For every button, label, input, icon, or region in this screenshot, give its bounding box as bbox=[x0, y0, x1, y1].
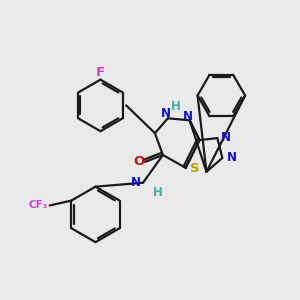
Text: F: F bbox=[96, 66, 105, 79]
Text: N: N bbox=[131, 176, 141, 189]
Text: N: N bbox=[221, 130, 231, 144]
Text: O: O bbox=[134, 155, 145, 168]
Text: N: N bbox=[227, 152, 237, 164]
Text: S: S bbox=[190, 162, 199, 175]
Text: H: H bbox=[153, 186, 163, 199]
Text: CF₃: CF₃ bbox=[28, 200, 48, 211]
Text: N: N bbox=[161, 107, 171, 120]
Text: H: H bbox=[171, 100, 181, 113]
Text: N: N bbox=[183, 110, 193, 123]
